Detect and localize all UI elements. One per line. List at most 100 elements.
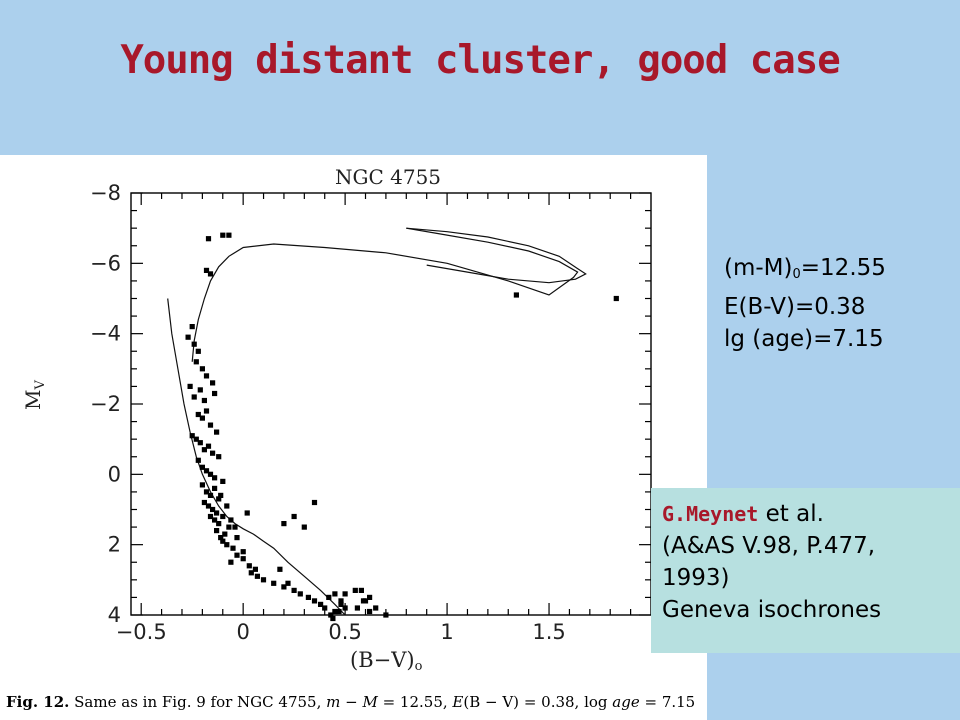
data-point [342,591,348,597]
data-point [187,383,193,389]
data-point [281,584,287,590]
data-point [199,482,205,488]
data-point [210,506,216,513]
data-point [203,489,210,495]
data-point [291,587,297,593]
data-point [203,468,210,474]
data-point [305,594,311,600]
data-point [342,605,348,611]
data-point [226,232,232,238]
data-point [193,359,199,365]
data-point [199,366,205,372]
slide-title: Young distant cluster, good case [120,38,840,83]
data-point [358,587,364,593]
y-tick-label: −2 [90,392,121,416]
data-point [216,521,222,527]
data-point [212,485,218,491]
figure-caption: Fig. 12. Same as in Fig. 9 for NGC 4755,… [6,693,695,711]
x-tick-label: 1 [440,620,453,644]
data-point [207,492,214,498]
x-axis-label: (B−V)o [350,648,423,674]
data-point [197,387,203,393]
y-tick-label: 0 [108,462,121,486]
data-point [328,612,334,618]
data-point [311,598,318,604]
data-point [311,499,318,506]
data-point [201,447,207,453]
data-point [218,535,224,541]
data-point [252,566,258,572]
isochrone-parameters: (m-M)0=12.55 E(B-V)=0.38 lg (age)=7.15 [724,252,886,355]
data-point [205,503,212,509]
data-point [195,411,201,418]
data-point [185,334,191,340]
data-point [367,594,373,600]
data-point [214,429,220,435]
data-point [338,601,344,607]
data-point [203,267,210,273]
journal: (A&AS V.98, P.477, [662,533,876,559]
data-point [318,601,324,607]
data-point [189,324,195,330]
note: Geneva isochrones [662,597,882,623]
data-point [189,433,195,439]
data-point [285,580,291,586]
data-point [301,524,307,530]
y-tick-label: 4 [108,603,121,627]
data-point [207,422,214,428]
data-point [210,380,216,386]
data-point [354,605,360,611]
data-point [203,408,210,414]
axis-ticks: −0.5 0 0.5 1 1.5 −8 −6 −4 −2 0 2 4 [90,181,651,644]
data-point [228,517,234,523]
data-points [185,232,619,622]
data-point [277,566,283,572]
chart-title: NGC 4755 [335,165,441,189]
data-point [220,538,226,544]
data-point [226,524,232,530]
data-point [216,496,222,502]
data-point [216,454,222,460]
y-tick-label: −4 [90,322,121,346]
data-point [212,475,218,481]
data-point [246,563,252,569]
data-point [360,598,367,604]
data-point [240,556,246,562]
data-point [199,415,205,421]
data-point [212,517,218,523]
data-point [191,341,197,347]
data-point [352,587,358,593]
isochrone-curves [167,227,587,616]
data-point [212,390,218,397]
data-point [220,232,226,238]
data-point [224,542,230,548]
age: lg (age)=7.15 [724,326,884,352]
cmd-figure: −0.5 0 0.5 1 1.5 −8 −6 −4 −2 0 2 4 NGC 4755 MV (B−V… [0,155,707,720]
data-point [205,443,212,449]
data-point [205,236,212,242]
data-point [332,591,338,597]
data-point [207,471,214,477]
data-point [332,608,338,615]
data-point [244,510,250,516]
data-point [367,608,373,615]
data-point [336,608,342,615]
reddening: E(B-V)=0.38 [724,294,866,320]
plot-frame [130,192,652,616]
data-point [373,605,379,611]
data-point [201,397,207,404]
data-point [281,521,287,527]
data-point [207,271,214,277]
data-point [248,570,254,576]
data-point [228,559,234,565]
data-point [271,580,277,586]
data-point [322,605,328,611]
data-point [218,492,224,498]
data-point [338,598,344,604]
data-point [326,594,332,600]
y-tick-label: −8 [90,181,121,205]
distance-modulus: (m-M)0=12.55 [724,255,886,282]
data-point [254,573,260,579]
data-point [201,499,207,506]
data-point [513,292,519,298]
